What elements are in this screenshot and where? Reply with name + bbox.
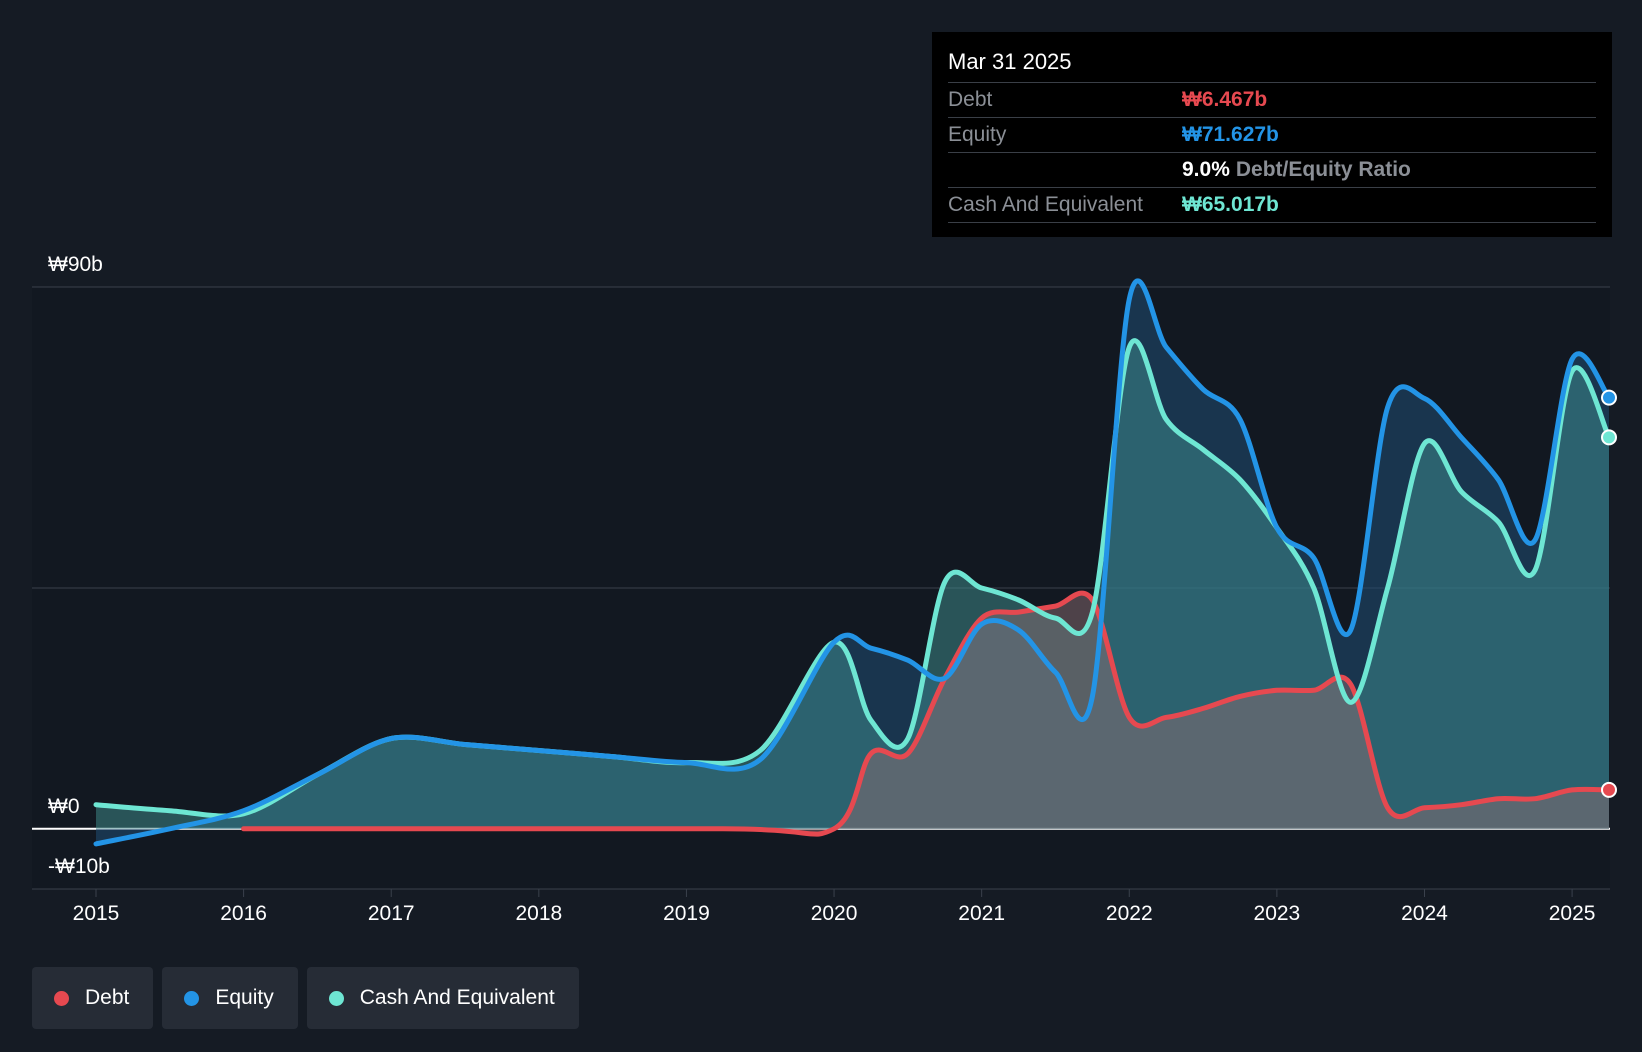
tooltip-row-equity: Equity ₩71.627b [948, 118, 1596, 153]
tooltip-row-debt: Debt ₩6.467b [948, 83, 1596, 118]
x-tick-label: 2024 [1401, 902, 1448, 925]
series-areas [96, 280, 1610, 844]
tooltip-equity-label: Equity [948, 123, 1007, 146]
tooltip-row-cash: Cash And Equivalent ₩65.017b [948, 188, 1596, 223]
x-tick-label: 2025 [1549, 902, 1596, 925]
y-tick-label: ₩90b [48, 253, 103, 276]
tooltip-date: Mar 31 2025 [948, 32, 1596, 83]
x-tick-label: 2019 [663, 902, 710, 925]
legend-item-debt[interactable]: Debt [32, 967, 154, 1029]
y-tick-label: -₩10b [48, 855, 110, 878]
debt-end-marker [1601, 781, 1617, 798]
data-tooltip: Mar 31 2025 Debt ₩6.467b Equity ₩71.627b… [932, 32, 1612, 237]
debt-dot-icon [54, 990, 69, 1006]
x-tick-label: 2016 [220, 902, 267, 925]
x-tick-label: 2021 [958, 902, 1005, 925]
cash-and-equivalent-end-marker [1601, 429, 1617, 446]
tooltip-ratio-value: 9.0% [1182, 158, 1230, 181]
tooltip-row-ratio: 9.0% Debt/Equity Ratio [948, 153, 1596, 188]
tooltip-debt-label: Debt [948, 88, 993, 111]
tooltip-ratio-spacer [948, 153, 1182, 187]
x-tick-label: 2023 [1254, 902, 1301, 925]
equity-line [93, 278, 1612, 847]
tooltip-cash-label: Cash And Equivalent [948, 193, 1143, 216]
debt-line [241, 590, 1612, 837]
legend-item-cash[interactable]: Cash And Equivalent [306, 967, 579, 1029]
legend-label-debt: Debt [85, 986, 130, 1009]
y-axis-labels: ₩90b ₩0 -₩10b [48, 253, 110, 878]
x-axis-labels: 2015 2016 2017 2018 2019 2020 2021 2022 2023 2024… [73, 889, 1596, 925]
debt-area [243, 593, 1610, 835]
tooltip-debt-value: ₩6.467b [1182, 88, 1268, 111]
legend-item-equity[interactable]: Equity [162, 967, 298, 1029]
cash-dot-icon [328, 990, 344, 1006]
legend-label-equity: Equity [215, 986, 274, 1009]
tooltip-cash-value: ₩65.017b [1182, 193, 1279, 216]
equity-dot-icon [184, 990, 200, 1006]
equity-end-marker [1601, 389, 1617, 406]
x-tick-label: 2020 [811, 902, 858, 925]
chart-legend: Debt Equity Cash And Equivalent [32, 967, 588, 1029]
x-tick-label: 2015 [73, 902, 120, 925]
x-tick-label: 2022 [1106, 902, 1153, 925]
y-tick-label: ₩0 [48, 795, 80, 818]
x-tick-label: 2018 [515, 902, 562, 925]
end-point-markers [1601, 389, 1617, 798]
x-tick-label: 2017 [368, 902, 415, 925]
tooltip-equity-value: ₩71.627b [1182, 123, 1279, 146]
legend-label-cash: Cash And Equivalent [359, 986, 555, 1009]
series-lines [93, 278, 1612, 847]
tooltip-ratio-label: Debt/Equity Ratio [1235, 158, 1411, 181]
